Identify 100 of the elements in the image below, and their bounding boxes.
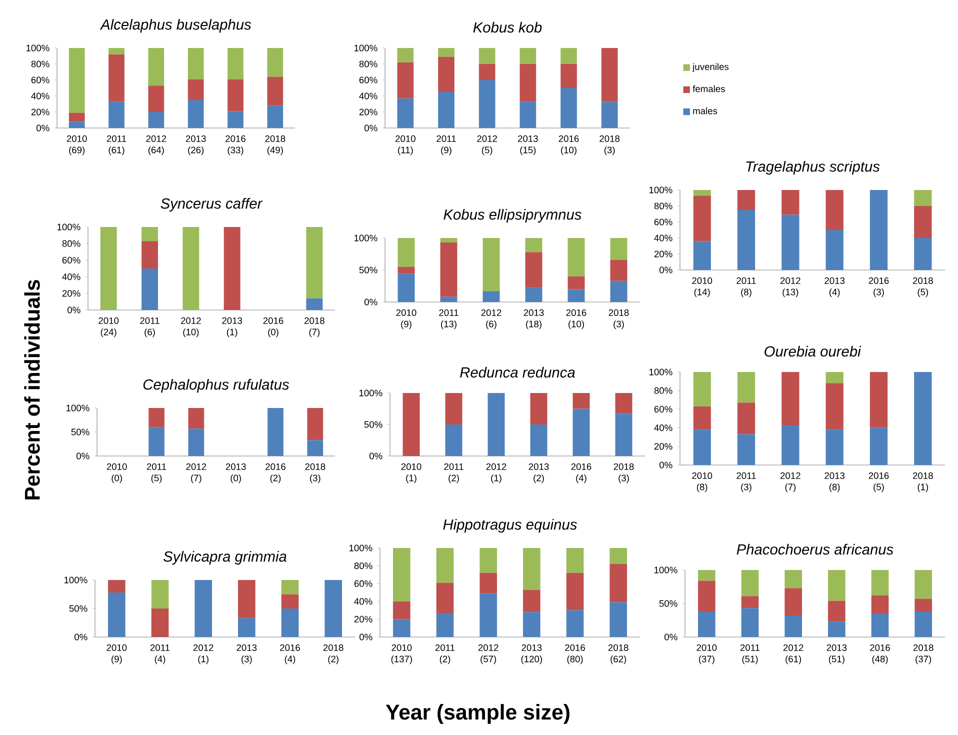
x-tick-label: 2016 (2) bbox=[266, 463, 286, 484]
x-tick-label: 2012 (61) bbox=[783, 644, 804, 664]
bar bbox=[100, 226, 117, 310]
bar bbox=[228, 111, 244, 128]
y-tick-label: 0% bbox=[74, 634, 88, 640]
bar bbox=[914, 190, 932, 206]
y-tick-label: 100% bbox=[64, 576, 88, 584]
bar bbox=[914, 372, 932, 465]
bar bbox=[438, 92, 454, 128]
x-tick-label: 2018 (2) bbox=[323, 644, 344, 664]
x-tick-label: 2013 (0) bbox=[226, 463, 246, 484]
bar bbox=[438, 56, 454, 92]
bar bbox=[397, 98, 414, 128]
x-tick-label: 2012 (7) bbox=[186, 463, 206, 484]
y-tick-label: 50% bbox=[659, 600, 678, 607]
y-axis-title: Percent of individuals bbox=[24, 280, 40, 500]
y-tick-label: 0% bbox=[359, 634, 372, 640]
x-tick-label: 2011 (61) bbox=[106, 135, 126, 156]
bar bbox=[826, 430, 844, 465]
bar bbox=[693, 241, 711, 270]
bar bbox=[478, 48, 496, 64]
x-tick-label: 2010 (14) bbox=[692, 277, 712, 298]
bar bbox=[306, 298, 323, 310]
bar bbox=[610, 564, 627, 602]
x-tick-label: 2012 (13) bbox=[780, 277, 800, 298]
x-tick-label: 2012 (1) bbox=[193, 644, 214, 664]
bar bbox=[530, 424, 548, 456]
bar bbox=[238, 618, 256, 637]
y-tick-label: 100% bbox=[354, 44, 378, 52]
x-tick-label: 2016 (3) bbox=[868, 277, 889, 298]
y-tick-label: 20% bbox=[62, 290, 80, 297]
bar bbox=[445, 392, 462, 424]
y-tick-label: 100% bbox=[26, 44, 50, 52]
y-tick-label: 50% bbox=[71, 428, 90, 436]
x-tick-label: 2018 (3) bbox=[608, 309, 629, 330]
bar bbox=[572, 408, 590, 456]
bar bbox=[142, 268, 158, 310]
bar bbox=[281, 580, 299, 594]
legend-label: males bbox=[693, 107, 718, 114]
chart-title: Kobus kob bbox=[473, 22, 542, 33]
bar bbox=[572, 392, 590, 409]
x-tick-label: 2018 (49) bbox=[265, 135, 286, 156]
bar bbox=[737, 434, 756, 465]
x-tick-label: 2013 (4) bbox=[824, 277, 845, 298]
y-tick-label: 80% bbox=[31, 60, 50, 68]
x-tick-label: 2010 (24) bbox=[98, 317, 119, 338]
bar bbox=[478, 64, 496, 80]
y-tick-label: 40% bbox=[654, 234, 672, 242]
bar bbox=[436, 582, 454, 613]
bar bbox=[914, 570, 932, 599]
x-tick-label: 2013 (1) bbox=[222, 317, 242, 338]
bar bbox=[488, 392, 505, 456]
x-tick-label: 2016 (4) bbox=[280, 644, 300, 664]
bar bbox=[782, 214, 800, 270]
bar bbox=[870, 190, 888, 270]
bar bbox=[281, 608, 299, 637]
chart-title: Kobus ellipsiprymnus bbox=[444, 208, 582, 223]
y-tick-label: 0% bbox=[364, 124, 378, 132]
bar bbox=[520, 48, 536, 64]
y-tick-label: 0% bbox=[364, 298, 378, 306]
chart-title: Syncerus caffer bbox=[160, 198, 263, 212]
bar bbox=[525, 288, 542, 302]
bar bbox=[693, 406, 711, 430]
bar bbox=[566, 610, 584, 637]
y-tick-label: 100% bbox=[57, 224, 80, 230]
y-tick-label: 60% bbox=[654, 406, 672, 412]
x-tick-label: 2016 (10) bbox=[566, 309, 586, 330]
bar bbox=[523, 548, 540, 590]
bar bbox=[568, 238, 585, 276]
y-tick-label: 60% bbox=[354, 580, 372, 587]
x-tick-label: 2018 (3) bbox=[614, 463, 634, 484]
bar bbox=[871, 614, 889, 637]
bar bbox=[568, 289, 585, 302]
x-tick-label: 2011 (2) bbox=[444, 463, 464, 484]
bar bbox=[737, 372, 756, 403]
bar bbox=[436, 548, 454, 583]
x-tick-label: 2012 (64) bbox=[146, 135, 166, 156]
bar bbox=[693, 430, 711, 465]
bar bbox=[828, 570, 846, 601]
chart-title: Phacochoerus africanus bbox=[736, 544, 894, 555]
bar bbox=[480, 572, 497, 594]
bar bbox=[698, 580, 716, 612]
x-tick-label: 2010 (9) bbox=[396, 309, 416, 330]
x-tick-label: 2011 (9) bbox=[436, 135, 456, 156]
x-tick-label: 2010 (0) bbox=[106, 463, 127, 484]
x-tick-label: 2010 (69) bbox=[66, 135, 87, 156]
x-tick-label: 2012 (5) bbox=[477, 135, 497, 156]
x-tick-label: 2010 (1) bbox=[401, 463, 422, 484]
bar bbox=[610, 238, 628, 260]
x-tick-label: 2011 (2) bbox=[435, 644, 455, 664]
bar bbox=[610, 602, 627, 637]
bar bbox=[108, 580, 126, 593]
x-tick-label: 2012 (10) bbox=[181, 317, 201, 338]
chart-title: Hippotragus equinus bbox=[443, 518, 577, 533]
x-tick-label: 2010 (37) bbox=[696, 644, 717, 664]
chart-title: Ourebia ourebi bbox=[764, 346, 862, 357]
x-tick-label: 2018 (37) bbox=[913, 644, 934, 664]
y-tick-label: 50% bbox=[364, 421, 382, 428]
x-tick-label: 2013 (51) bbox=[826, 644, 847, 664]
bar bbox=[306, 226, 323, 298]
